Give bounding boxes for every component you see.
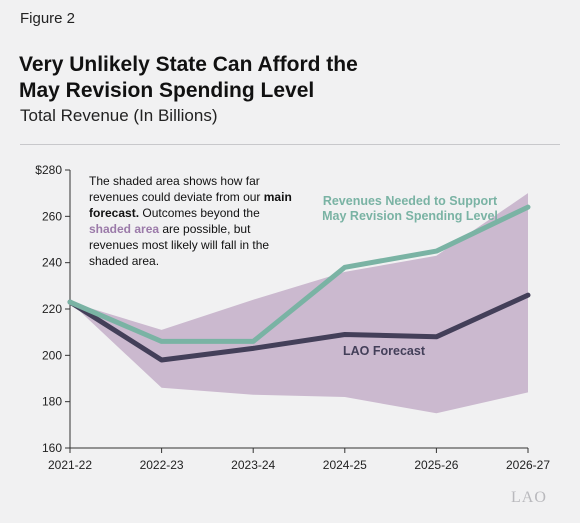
- note-text-3: are possible, but revenues most likely w…: [89, 222, 270, 268]
- y-tick-label-220: 220: [42, 302, 62, 316]
- chart-title-line-1: Very Unlikely State Can Afford the: [19, 53, 358, 76]
- y-tick-label-200: 200: [42, 348, 62, 362]
- chart-title-line-2: May Revision Spending Level: [19, 79, 315, 102]
- lao-forecast-line-point-1: [161, 359, 163, 361]
- lao-forecast-line-point-2: [252, 347, 254, 349]
- revenues-needed-label-line-2: May Revision Spending Level: [322, 209, 498, 223]
- y-tick-label-280: $280: [35, 163, 62, 177]
- revenues-needed-line-point-3: [344, 266, 346, 268]
- revenues-needed-line-point-5: [527, 206, 529, 208]
- chart-subtitle: Total Revenue (In Billions): [20, 106, 218, 125]
- note-text-2: Outcomes beyond the: [139, 206, 260, 220]
- x-tick-label-2021-22: 2021-22: [48, 458, 92, 472]
- x-tick-label-2025-26: 2025-26: [414, 458, 458, 472]
- lao-forecast-line-point-3: [344, 333, 346, 335]
- chart-title: Very Unlikely State Can Afford the May R…: [19, 52, 539, 104]
- lao-logo: LAO: [511, 489, 547, 506]
- x-tick-label-2023-24: 2023-24: [231, 458, 275, 472]
- revenues-needed-line-point-2: [252, 340, 254, 342]
- y-tick-label-180: 180: [42, 395, 62, 409]
- lao-forecast-line-point-4: [435, 336, 437, 338]
- revenues-needed-line-point-1: [161, 340, 163, 342]
- figure-label: Figure 2: [20, 10, 76, 27]
- x-tick-label-2026-27: 2026-27: [506, 458, 550, 472]
- note-shaded-area: shaded area: [89, 222, 160, 236]
- revenues-needed-line: [67, 204, 531, 344]
- lao-forecast-label: LAO Forecast: [343, 344, 426, 358]
- revenues-needed-label-line-1: Revenues Needed to Support: [323, 194, 498, 208]
- revenues-needed-line-point-0: [69, 301, 71, 303]
- x-tick-label-2022-23: 2022-23: [140, 458, 184, 472]
- y-tick-label-160: 160: [42, 441, 62, 455]
- note-text-1: The shaded area shows how far revenues c…: [89, 174, 264, 204]
- shaded-area-note: The shaded area shows how far revenues c…: [89, 173, 294, 269]
- lao-forecast-line: [67, 292, 531, 363]
- y-tick-label-240: 240: [42, 256, 62, 270]
- revenues-needed-line-point-4: [435, 250, 437, 252]
- x-tick-label-2024-25: 2024-25: [323, 458, 367, 472]
- note-main-forecast: main forecast.: [89, 190, 292, 220]
- title-divider: [20, 144, 560, 145]
- lao-forecast-line-point-5: [527, 294, 529, 296]
- y-tick-label-260: 260: [42, 209, 62, 223]
